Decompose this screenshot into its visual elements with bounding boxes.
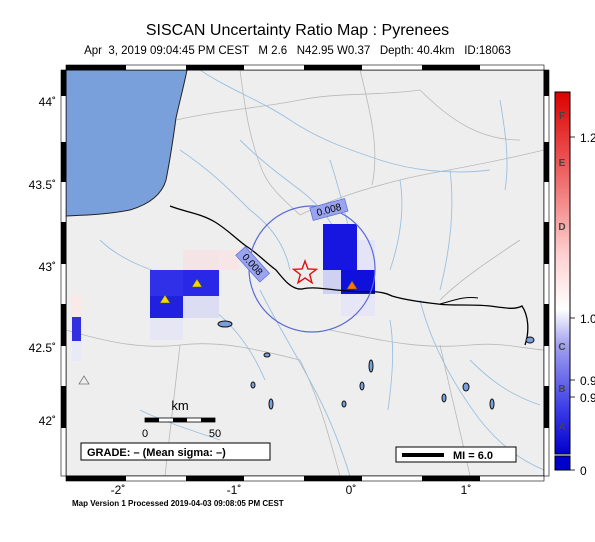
colorbar-value: 0.9 bbox=[580, 391, 595, 405]
lat-tick-label: 43.5˚ bbox=[29, 178, 56, 192]
colorbar-letter: D bbox=[558, 222, 565, 233]
lon-tick-label: -2˚ bbox=[111, 483, 126, 497]
lat-tick-label: 44˚ bbox=[39, 95, 56, 109]
svg-text:0: 0 bbox=[142, 428, 148, 440]
processing-footer: Map Version 1 Processed 2019-04-03 09:08… bbox=[72, 499, 284, 508]
event-info: Apr 3, 2019 09:04:45 PM CEST M 2.6 N42.9… bbox=[84, 45, 511, 57]
map-frame bbox=[60, 64, 550, 482]
svg-text:km: km bbox=[171, 398, 188, 413]
station-marker bbox=[159, 294, 171, 304]
colorbar-value: 1.0 bbox=[580, 312, 595, 326]
colorbar-value: 1.2 bbox=[580, 131, 595, 145]
station-marker bbox=[191, 278, 203, 288]
lon-tick-label: -1˚ bbox=[227, 483, 242, 497]
colorbar-letter: C bbox=[558, 342, 565, 353]
station-marker bbox=[346, 280, 358, 290]
scale-bar: km 0 50 bbox=[142, 398, 221, 440]
lon-tick-label: 1˚ bbox=[461, 483, 472, 497]
grade-box: GRADE: – (Mean sigma: –) bbox=[80, 442, 271, 461]
ocean-bay-of-biscay bbox=[66, 70, 188, 217]
lakes bbox=[217, 320, 535, 410]
colorbar-value: 0 bbox=[580, 464, 587, 478]
colorbar-value: 0.9 bbox=[580, 374, 595, 388]
lon-tick-label: 0˚ bbox=[346, 483, 357, 497]
colorbar-letter: E bbox=[559, 158, 566, 169]
colorbar-letter: B bbox=[558, 384, 565, 395]
longitude-labels: -2˚ -1˚ 0˚ 1˚ bbox=[111, 483, 472, 497]
map-title: SISCAN Uncertainty Ratio Map : Pyrenees bbox=[145, 22, 450, 39]
epicenter-star-icon bbox=[291, 258, 319, 285]
mi-legend: MI = 6.0 bbox=[395, 446, 517, 463]
lat-tick-label: 42.5˚ bbox=[29, 341, 56, 355]
lat-tick-label: 42˚ bbox=[39, 414, 56, 428]
colorbar-letter: F bbox=[559, 111, 565, 122]
station-marker bbox=[78, 375, 90, 385]
svg-text:GRADE: – (Mean sigma: –): GRADE: – (Mean sigma: –) bbox=[87, 447, 226, 459]
svg-text:50: 50 bbox=[209, 428, 221, 440]
colorbar: F E D C B A 1.2 1.0 0.9 0.9 0 bbox=[554, 91, 595, 478]
colorbar-letter: A bbox=[558, 422, 565, 433]
lat-tick-label: 43˚ bbox=[39, 260, 56, 274]
latitude-labels: 44˚ 43.5˚ 43˚ 42.5˚ 42˚ bbox=[29, 95, 56, 428]
svg-text:MI = 6.0: MI = 6.0 bbox=[453, 450, 493, 462]
uncertainty-grid-cells bbox=[72, 224, 375, 361]
country-border bbox=[169, 205, 529, 346]
